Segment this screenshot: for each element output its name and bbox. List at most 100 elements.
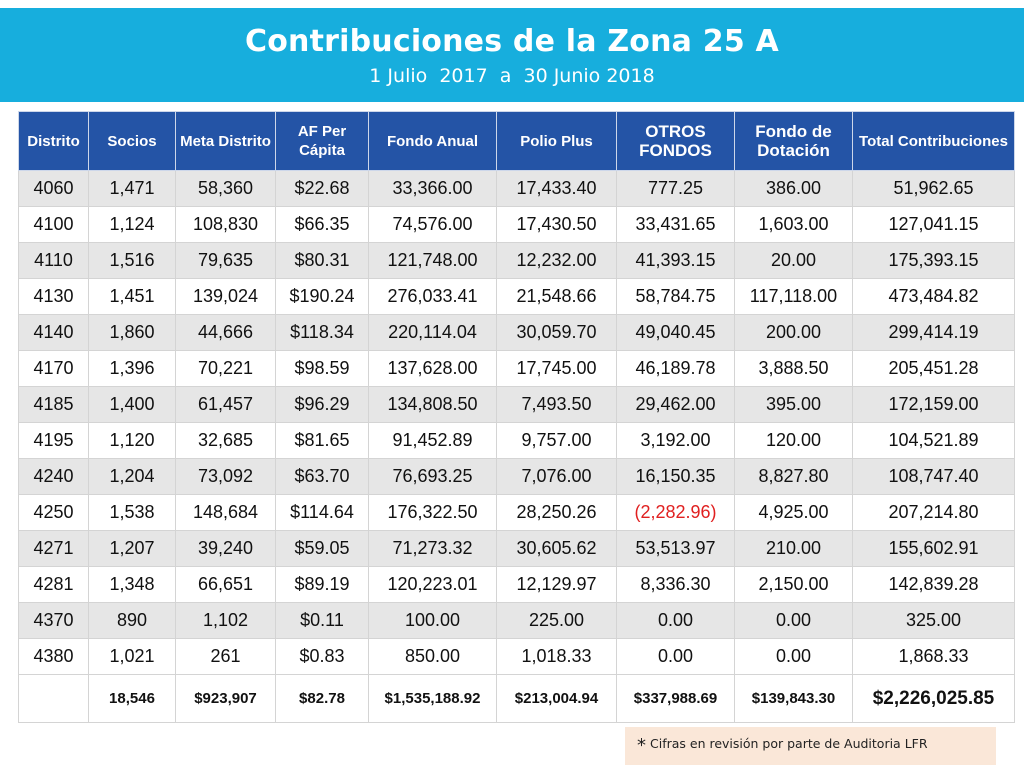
table-cell: 4140 — [18, 314, 89, 351]
table-cell: 39,240 — [175, 530, 276, 567]
footnote-asterisk: * — [637, 735, 646, 756]
table-cell: 210.00 — [734, 530, 853, 567]
table-cell: 1,021 — [88, 638, 176, 675]
table-cell: 58,360 — [175, 170, 276, 207]
table-cell: 4,925.00 — [734, 494, 853, 531]
table-cell: 176,322.50 — [368, 494, 497, 531]
table-cell: 66,651 — [175, 566, 276, 603]
table-cell: 1,451 — [88, 278, 176, 315]
table-cell: 21,548.66 — [496, 278, 617, 315]
footnote-text: Cifras en revisión por parte de Auditori… — [650, 736, 928, 751]
table-cell: $0.83 — [275, 638, 369, 675]
total-cell: $923,907 — [175, 674, 276, 723]
table-cell: 53,513.97 — [616, 530, 735, 567]
table-cell: 4110 — [18, 242, 89, 279]
date-range-subtitle: 1 Julio 2017 a 30 Junio 2018 — [369, 65, 655, 87]
table-cell: 225.00 — [496, 602, 617, 639]
table-cell: 120.00 — [734, 422, 853, 459]
table-cell: $0.11 — [275, 602, 369, 639]
table-row: 4271 1,207 39,240 $59.05 71,273.32 30,605.62 5… — [18, 530, 1015, 567]
table-cell: 127,041.15 — [852, 206, 1015, 243]
table-cell: 8,336.30 — [616, 566, 735, 603]
table-cell: 33,366.00 — [368, 170, 497, 207]
table-cell: 1,124 — [88, 206, 176, 243]
table-cell: 148,684 — [175, 494, 276, 531]
total-cell: $1,535,188.92 — [368, 674, 497, 723]
table-cell: 49,040.45 — [616, 314, 735, 351]
column-header: Total Contribuciones — [852, 111, 1015, 171]
table-cell: $114.64 — [275, 494, 369, 531]
table-cell: 142,839.28 — [852, 566, 1015, 603]
column-header: Fondo de Dotación — [734, 111, 853, 171]
table-cell: 777.25 — [616, 170, 735, 207]
table-cell: 386.00 — [734, 170, 853, 207]
table-cell: 299,414.19 — [852, 314, 1015, 351]
table-cell: 73,092 — [175, 458, 276, 495]
table-row: 4281 1,348 66,651 $89.19 120,223.01 12,129.97… — [18, 566, 1015, 603]
table-cell: 7,493.50 — [496, 386, 617, 423]
table-cell: 28,250.26 — [496, 494, 617, 531]
table-cell: 1,471 — [88, 170, 176, 207]
total-cell: 18,546 — [88, 674, 176, 723]
table-row: 4370 890 1,102 $0.11 100.00 225.00 0.00 0.00 325… — [18, 602, 1015, 639]
table-cell: 1,538 — [88, 494, 176, 531]
audit-footnote: * Cifras en revisión por parte de Auditor… — [625, 727, 996, 765]
table-cell: 4250 — [18, 494, 89, 531]
grand-total-cell: $2,226,025.85 — [852, 674, 1015, 723]
table-cell: 200.00 — [734, 314, 853, 351]
table-row: 4130 1,451 139,024 $190.24 276,033.41 21,548.… — [18, 278, 1015, 315]
table-cell: 3,192.00 — [616, 422, 735, 459]
table-cell: 61,457 — [175, 386, 276, 423]
table-cell: $118.34 — [275, 314, 369, 351]
table-cell: 1,102 — [175, 602, 276, 639]
table-cell: $59.05 — [275, 530, 369, 567]
table-cell: 4060 — [18, 170, 89, 207]
table-cell: 71,273.32 — [368, 530, 497, 567]
table-cell: 12,129.97 — [496, 566, 617, 603]
table-cell: 205,451.28 — [852, 350, 1015, 387]
table-row: 4380 1,021 261 $0.83 850.00 1,018.33 0.00 0.00 1… — [18, 638, 1015, 675]
table-cell: 139,024 — [175, 278, 276, 315]
column-header: OTROS FONDOS — [616, 111, 735, 171]
table-cell: 117,118.00 — [734, 278, 853, 315]
table-cell: $89.19 — [275, 566, 369, 603]
table-cell: 30,605.62 — [496, 530, 617, 567]
table-cell: 4240 — [18, 458, 89, 495]
table-cell: 175,393.15 — [852, 242, 1015, 279]
column-header: Distrito — [18, 111, 89, 171]
table-cell: 1,204 — [88, 458, 176, 495]
table-cell: $81.65 — [275, 422, 369, 459]
table-row: 4250 1,538 148,684 $114.64 176,322.50 28,250.… — [18, 494, 1015, 531]
table-cell: $63.70 — [275, 458, 369, 495]
table-cell: 108,747.40 — [852, 458, 1015, 495]
table-cell: 1,018.33 — [496, 638, 617, 675]
table-cell: 1,603.00 — [734, 206, 853, 243]
table-cell: 58,784.75 — [616, 278, 735, 315]
table-cell: 261 — [175, 638, 276, 675]
table-cell: 120,223.01 — [368, 566, 497, 603]
table-cell: 46,189.78 — [616, 350, 735, 387]
table-cell: 3,888.50 — [734, 350, 853, 387]
table-cell: 33,431.65 — [616, 206, 735, 243]
table-cell: 0.00 — [616, 602, 735, 639]
table-cell: 1,120 — [88, 422, 176, 459]
table-cell: 29,462.00 — [616, 386, 735, 423]
table-cell: 4130 — [18, 278, 89, 315]
total-cell: $82.78 — [275, 674, 369, 723]
table-cell: 30,059.70 — [496, 314, 617, 351]
table-cell: 1,400 — [88, 386, 176, 423]
table-cell: $96.29 — [275, 386, 369, 423]
totals-row: 18,546 $923,907 $82.78 $1,535,188.92 $213,00… — [18, 674, 1015, 723]
column-header: Polio Plus — [496, 111, 617, 171]
total-cell: $139,843.30 — [734, 674, 853, 723]
table-cell: 890 — [88, 602, 176, 639]
table-cell: 9,757.00 — [496, 422, 617, 459]
table-cell: 0.00 — [734, 638, 853, 675]
table-cell: 4170 — [18, 350, 89, 387]
table-cell: 473,484.82 — [852, 278, 1015, 315]
table-cell: $190.24 — [275, 278, 369, 315]
table-cell: 51,962.65 — [852, 170, 1015, 207]
contributions-table: Distrito Socios Meta Distrito AF Per Cáp… — [18, 111, 1015, 723]
table-cell: 1,207 — [88, 530, 176, 567]
table-cell: 70,221 — [175, 350, 276, 387]
